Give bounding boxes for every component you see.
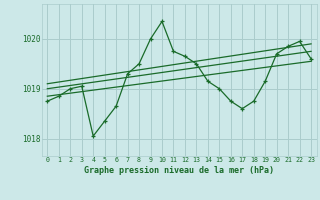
X-axis label: Graphe pression niveau de la mer (hPa): Graphe pression niveau de la mer (hPa) — [84, 166, 274, 175]
